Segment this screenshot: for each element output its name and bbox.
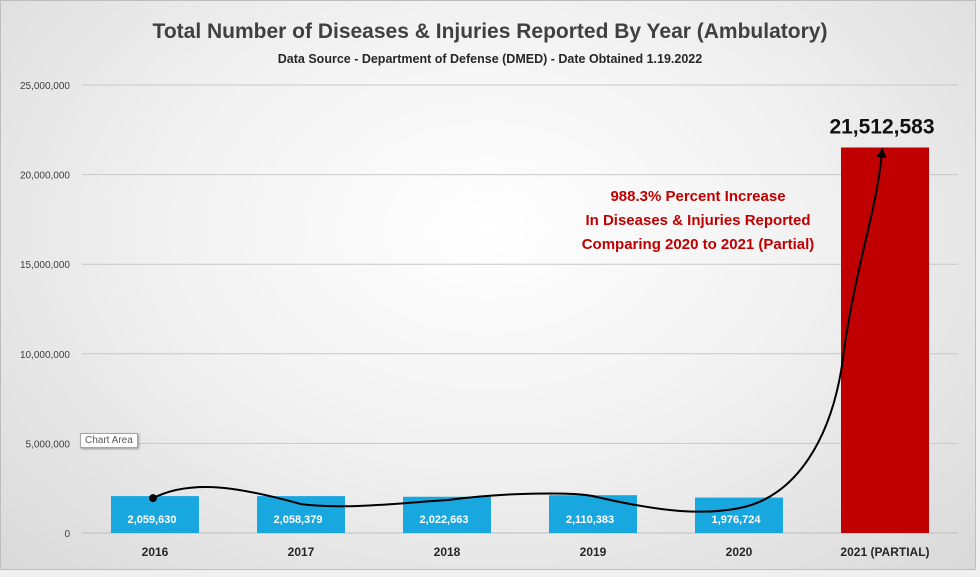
annotation-line: In Diseases & Injuries Reported — [585, 212, 810, 229]
trend-arrow — [152, 147, 887, 513]
chart-title: Total Number of Diseases & Injuries Repo… — [152, 20, 828, 43]
data-label: 1,976,724 — [712, 514, 762, 526]
y-tick-label: 0 — [64, 529, 70, 540]
data-label: 2,110,383 — [566, 514, 614, 526]
data-label: 2,058,379 — [274, 514, 323, 526]
x-tick-label: 2019 — [580, 545, 607, 559]
x-tick-label: 2021 (PARTIAL) — [840, 545, 929, 559]
y-tick-label: 15,000,000 — [20, 260, 70, 271]
data-label: 2,059,630 — [128, 514, 177, 526]
x-tick-label: 2016 — [142, 545, 169, 559]
x-tick-label: 2017 — [288, 545, 315, 559]
y-tick-label: 10,000,000 — [20, 350, 70, 361]
chart-area-tooltip: Chart Area — [80, 433, 138, 448]
trend-start-dot — [149, 494, 157, 503]
x-tick-label: 2018 — [434, 545, 461, 559]
increase-annotation: 988.3% Percent Increase In Diseases & Inj… — [582, 188, 815, 253]
annotation-line: Comparing 2020 to 2021 (Partial) — [582, 236, 815, 253]
bar-2017 — [257, 496, 345, 533]
bar-2016 — [111, 496, 199, 533]
data-label: 2,022,663 — [420, 514, 469, 526]
data-label: 21,512,583 — [829, 115, 934, 138]
bar-2020 — [695, 497, 783, 533]
x-tick-label: 2020 — [726, 545, 753, 559]
y-tick-label: 5,000,000 — [26, 439, 71, 450]
chart-subtitle: Data Source - Department of Defense (DME… — [277, 52, 703, 66]
y-tick-label: 25,000,000 — [20, 81, 70, 92]
y-tick-label: 20,000,000 — [20, 171, 70, 182]
annotation-line: 988.3% Percent Increase — [610, 188, 785, 205]
bar-2021-partial- — [841, 147, 929, 533]
